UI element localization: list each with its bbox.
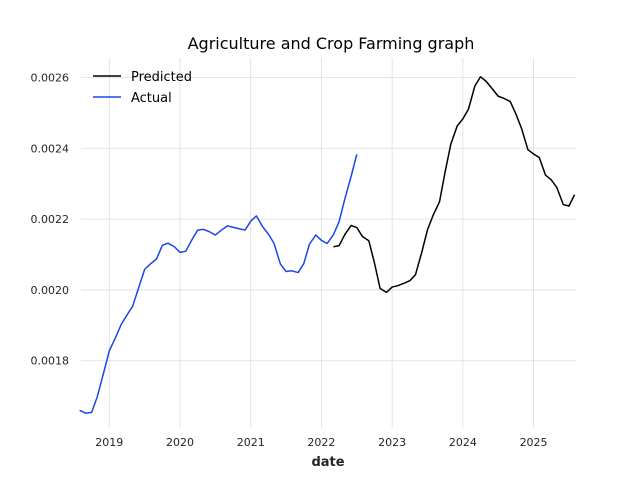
x-tick-label: 2022 — [307, 436, 335, 449]
legend: Predicted Actual — [93, 70, 192, 106]
y-gridlines — [81, 77, 576, 362]
y-tick-label: 0.0022 — [31, 213, 70, 226]
x-tick-label: 2023 — [378, 436, 406, 449]
x-tick-labels: 2019 2020 2021 2022 2023 2024 2025 — [95, 436, 547, 449]
legend-label-actual: Actual — [131, 91, 172, 106]
y-tick-labels: 0.0018 0.0020 0.0022 0.0024 0.0026 — [31, 71, 70, 367]
x-tick-label: 2025 — [520, 436, 548, 449]
legend-label-predicted: Predicted — [131, 70, 192, 85]
series-lines — [79, 76, 576, 414]
x-tick-label: 2024 — [449, 436, 477, 449]
y-tick-label: 0.0018 — [31, 355, 70, 368]
x-gridlines — [108, 58, 534, 428]
x-tick-label: 2021 — [237, 436, 265, 449]
y-tick-label: 0.0020 — [31, 284, 70, 297]
x-tick-label: 2019 — [95, 436, 123, 449]
x-axis-label: date — [311, 455, 344, 470]
series-line-actual — [79, 154, 358, 414]
chart-title: Agriculture and Crop Farming graph — [188, 34, 475, 53]
x-tick-label: 2020 — [166, 436, 194, 449]
y-tick-label: 0.0024 — [31, 142, 70, 155]
series-line-predicted — [333, 76, 576, 294]
y-tick-label: 0.0026 — [31, 71, 70, 84]
